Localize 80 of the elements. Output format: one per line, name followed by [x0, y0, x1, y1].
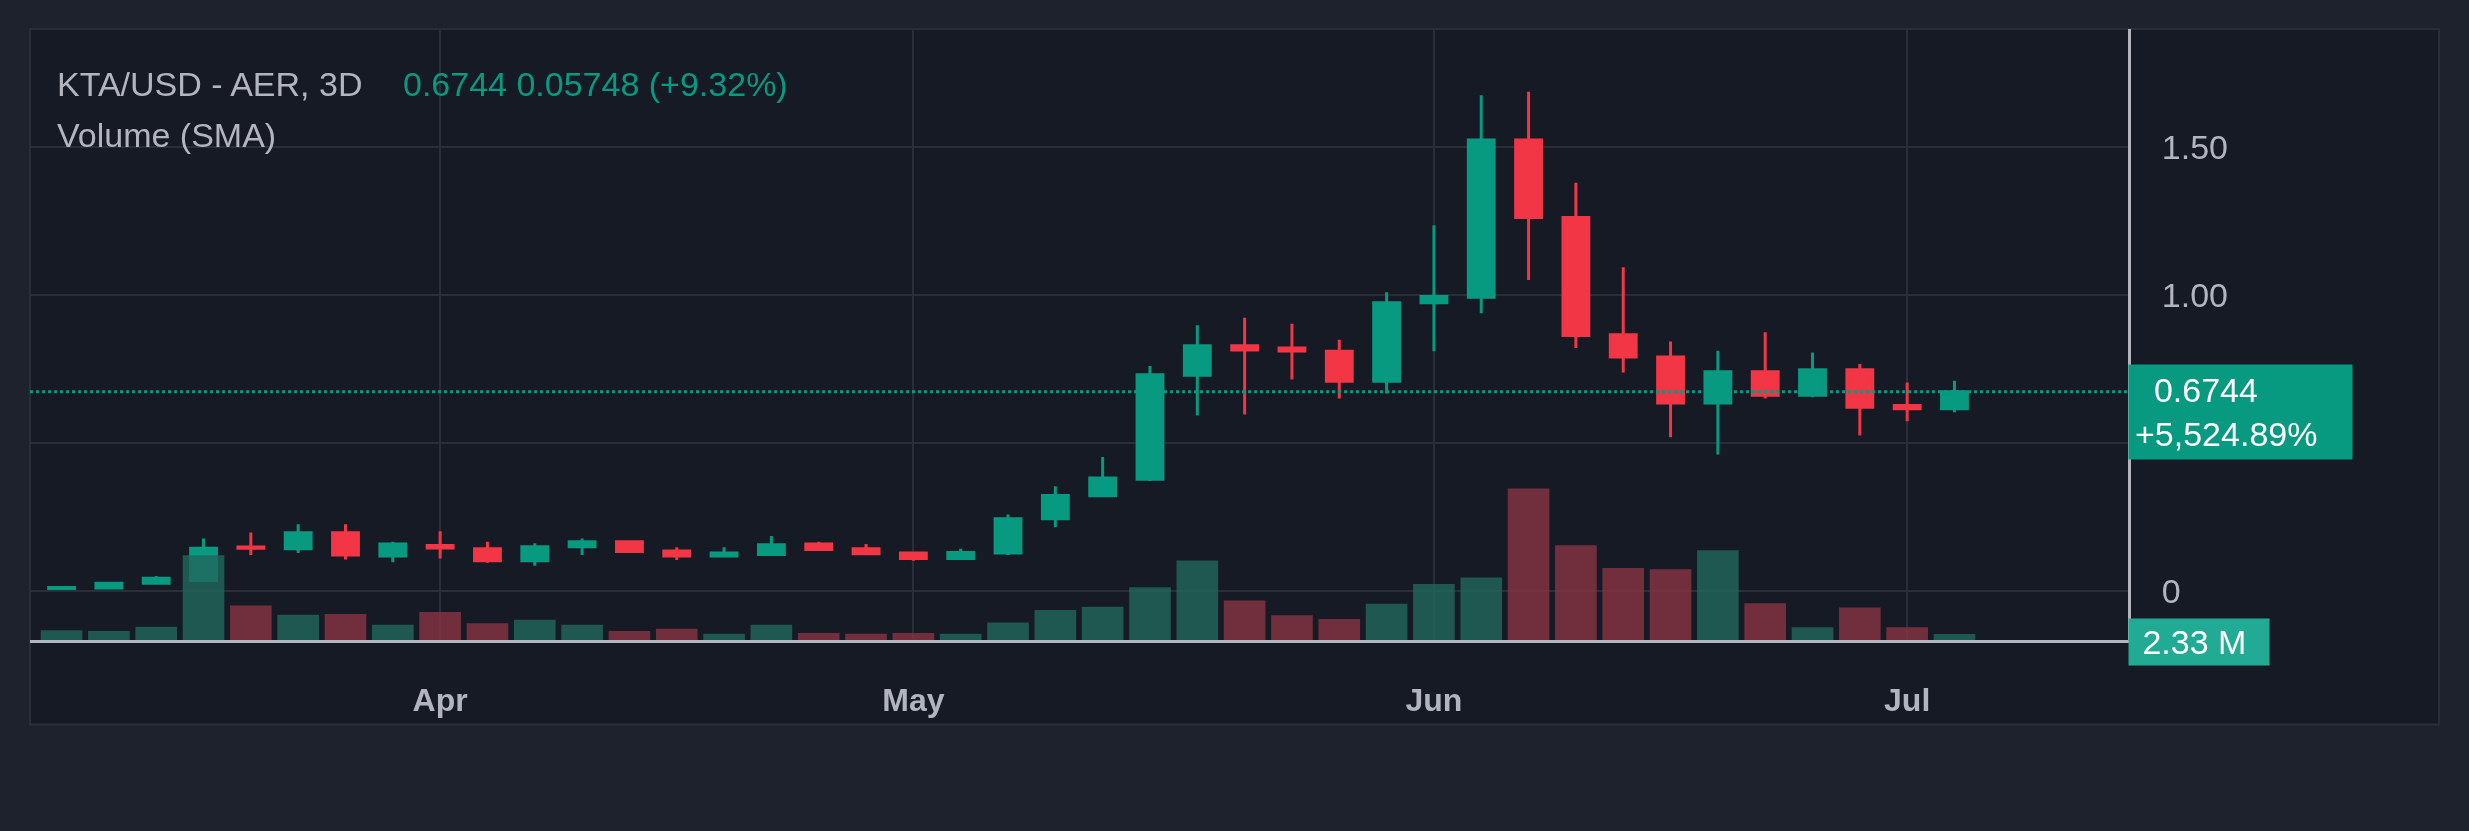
bar: [892, 632, 935, 640]
bar: [419, 611, 461, 640]
bar: [939, 633, 982, 640]
bar: [1886, 627, 1928, 640]
bar: [182, 555, 225, 640]
candlestick: [898, 551, 928, 561]
bar: [987, 622, 1029, 640]
text: KTA/USD - AER, 3D: [57, 65, 363, 103]
candlestick: [1561, 182, 1591, 349]
bar: [371, 624, 414, 640]
y-tick-label: 1.50: [2161, 128, 2228, 167]
text: 0.6744 0.05748 (+9.32%): [403, 65, 788, 103]
candlestick: [378, 541, 408, 563]
bar: [40, 630, 83, 640]
candlestick: [236, 532, 266, 556]
bar: [1176, 560, 1219, 640]
bar: [135, 626, 178, 640]
bar: [88, 630, 130, 640]
bar: [845, 633, 887, 640]
candlestick: [1608, 267, 1638, 373]
bar: [1744, 603, 1787, 640]
ref-line-label: 0.6744 +5,524.89%: [2135, 371, 2346, 454]
bar: [1318, 619, 1361, 640]
bar: [466, 623, 509, 640]
bar: [1507, 488, 1550, 640]
candlestick: [1230, 317, 1260, 415]
candlestick: [1324, 339, 1354, 399]
candlestick: [1892, 382, 1922, 422]
bar: [1697, 550, 1739, 640]
bar: [797, 632, 840, 640]
candlestick: [283, 524, 313, 553]
bar: [324, 614, 367, 640]
bar: [1223, 600, 1266, 640]
candlestick: [567, 538, 597, 556]
bar: [513, 619, 556, 640]
candlestick: [662, 547, 692, 561]
bar: [1602, 568, 1645, 640]
x-tick-label: Jun: [1405, 682, 1463, 719]
candlestick: [331, 524, 360, 560]
bar: [703, 633, 745, 640]
bar: [608, 630, 651, 640]
candlestick: [615, 540, 644, 553]
candlestick: [1656, 341, 1685, 438]
candlestick: [1277, 323, 1307, 380]
x-tick-label: Jul: [1884, 682, 1931, 719]
bar: [1413, 584, 1455, 640]
bar: [1839, 607, 1881, 640]
bar: [1460, 577, 1503, 640]
bar: [1271, 615, 1313, 640]
bar: [1081, 606, 1124, 640]
bar: [1129, 587, 1171, 640]
x-tick-label: Apr: [412, 682, 468, 719]
candlestick: [473, 541, 502, 563]
candlestick: [520, 543, 550, 566]
bar: [561, 624, 603, 640]
candlestick: [993, 514, 1023, 556]
bar: [1791, 627, 1834, 640]
bar: [1649, 569, 1692, 640]
candlestick: [1514, 91, 1543, 281]
candlestick: [1419, 225, 1449, 352]
chart-title: Volume (SMA): [57, 116, 277, 154]
candlestick: [1845, 364, 1875, 436]
bar: [1933, 633, 1976, 640]
bar: [1555, 545, 1597, 640]
text: 2.33 M: [2133, 623, 2266, 661]
candlestick: [756, 536, 786, 556]
candlestick: [1088, 457, 1118, 498]
candlestick: [1040, 486, 1070, 528]
candlestick: [1750, 332, 1780, 399]
x-tick-label: May: [882, 682, 945, 719]
bar: [655, 628, 698, 640]
bar: [230, 605, 272, 640]
bar: [1034, 610, 1077, 640]
y-tick-label: 1.00: [2161, 276, 2228, 315]
bar: [277, 614, 319, 640]
y-tick-label: 0: [2161, 572, 2181, 611]
bar: [750, 624, 793, 640]
candlestick: [425, 531, 455, 559]
candlestick: [1466, 95, 1496, 314]
bar: [1365, 603, 1408, 640]
